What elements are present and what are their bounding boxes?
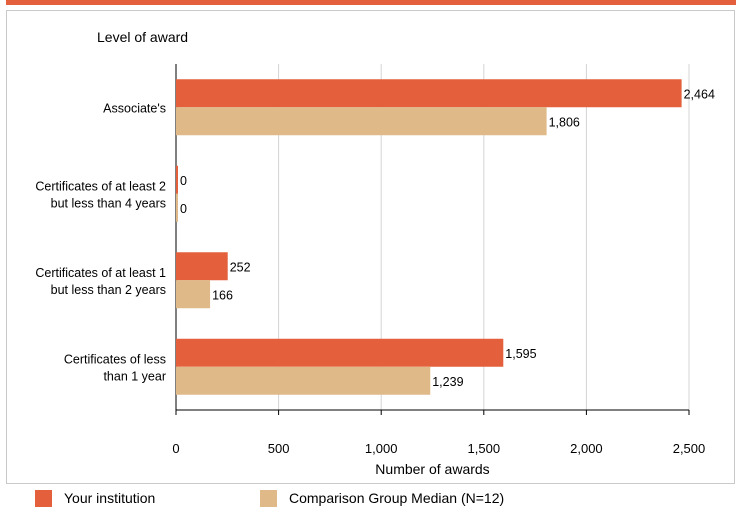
x-tick-label: 500 — [268, 441, 290, 456]
category-label: but less than 4 years — [51, 196, 166, 210]
legend-item-comparison-group: Comparison Group Median (N=12) — [260, 486, 504, 510]
data-label: 166 — [212, 288, 233, 302]
x-tick-label: 2,000 — [570, 441, 603, 456]
legend-swatch-comparison-group — [260, 489, 277, 507]
bar — [176, 107, 547, 136]
bar — [176, 165, 178, 194]
x-tick-label: 1,500 — [468, 441, 501, 456]
category-label: Certificates of at least 2 — [35, 179, 166, 193]
data-label: 0 — [180, 202, 187, 216]
x-tick-label: 1,000 — [365, 441, 398, 456]
bar — [176, 366, 431, 395]
data-label: 1,806 — [549, 115, 580, 129]
data-label: 0 — [180, 174, 187, 188]
legend-item-your-institution: Your institution — [35, 486, 155, 510]
bar — [176, 193, 178, 222]
category-label: but less than 2 years — [51, 283, 166, 297]
bar — [176, 280, 211, 309]
top-accent-rule — [6, 0, 736, 5]
bar — [176, 79, 682, 108]
legend-swatch-your-institution — [35, 489, 52, 507]
data-label: 2,464 — [684, 87, 715, 101]
bar-chart: 0 500 1,000 1,500 2,000 2,500 Level of award Nu… — [35, 29, 715, 477]
legend-label-comparison-group: Comparison Group Median (N=12) — [289, 490, 505, 506]
bar — [176, 252, 228, 281]
x-tick-label: 2,500 — [673, 441, 706, 456]
x-tick-label: 0 — [172, 441, 179, 456]
legend-label-your-institution: Your institution — [64, 490, 156, 506]
category-label: Associate's — [103, 101, 166, 115]
data-label: 252 — [230, 260, 251, 274]
category-label: than 1 year — [103, 369, 166, 383]
category-axis-title: Level of award — [97, 29, 188, 45]
data-label: 1,239 — [432, 375, 463, 389]
bar — [176, 338, 504, 367]
data-label: 1,595 — [505, 347, 536, 361]
category-label: Certificates of at least 1 — [35, 266, 166, 280]
x-axis-title: Number of awards — [375, 461, 489, 477]
category-label: Certificates of less — [64, 352, 166, 366]
